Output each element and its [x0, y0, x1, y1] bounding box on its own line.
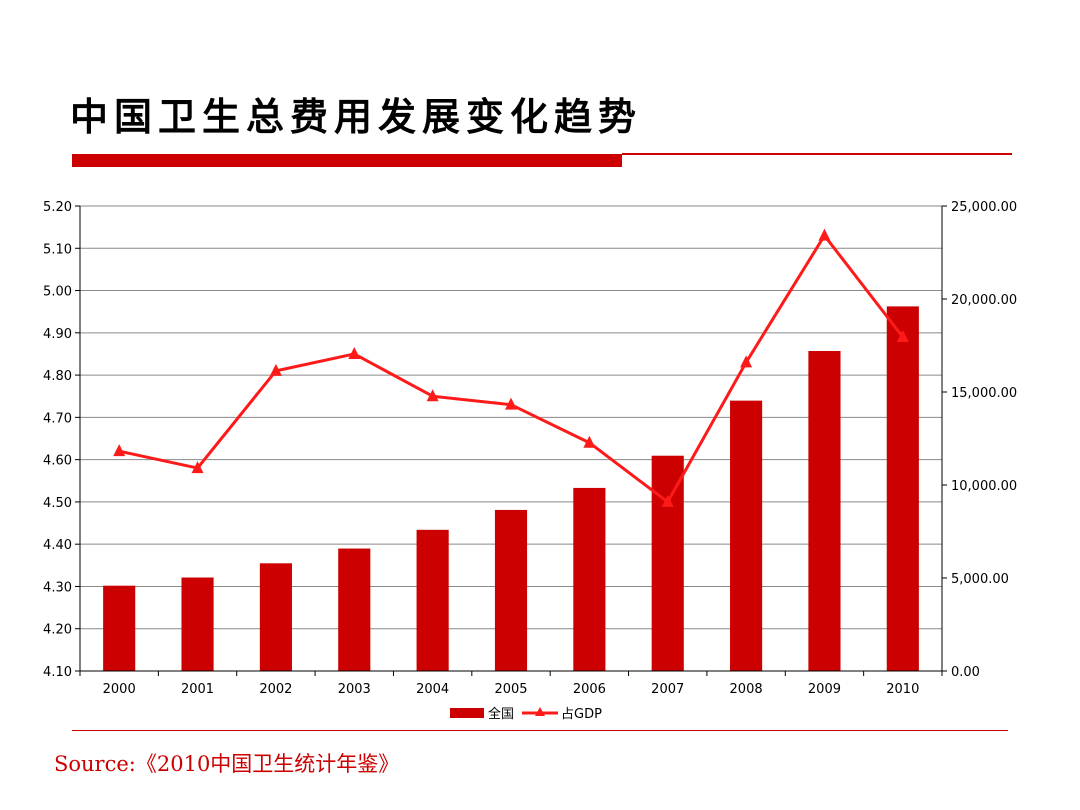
- left-tick-label: 4.60: [43, 454, 72, 469]
- right-tick-label: 0.00: [951, 665, 980, 680]
- bar: [259, 563, 292, 671]
- line-point: [583, 435, 596, 448]
- x-tick-label: 2007: [651, 682, 684, 697]
- left-tick-label: 5.10: [43, 242, 72, 257]
- left-tick-label: 4.30: [43, 580, 72, 595]
- bar: [103, 585, 136, 671]
- x-tick-label: 2010: [886, 682, 919, 697]
- line-point: [505, 397, 517, 410]
- x-tick-label: 2004: [416, 682, 449, 697]
- line-point: [661, 494, 674, 507]
- axes: [79, 206, 943, 672]
- left-axis-ticks: 5.20 5.10 5.00 4.90 4.80 4.70 4.60 4.50 4.40 4.30…: [43, 200, 80, 680]
- left-tick-label: 5.20: [43, 200, 72, 215]
- source-citation: Source:《2010中国卫生统计年鉴》: [54, 752, 400, 776]
- line-point: [348, 346, 361, 359]
- legend-bar-swatch: [450, 708, 484, 718]
- left-tick-label: 4.80: [43, 369, 72, 384]
- bar: [651, 455, 684, 671]
- left-tick-label: 4.50: [43, 496, 72, 511]
- page-title: 中国卫生总费用发展变化趋势: [70, 94, 643, 139]
- left-tick-label: 4.20: [43, 623, 72, 638]
- left-tick-label: 4.70: [43, 411, 72, 426]
- bar: [730, 400, 763, 671]
- bar: [886, 306, 919, 671]
- left-tick-label: 4.40: [43, 538, 72, 553]
- x-tick-label: 2006: [573, 682, 606, 697]
- bar: [416, 529, 449, 671]
- right-axis-ticks: 25,000.00 20,000.00 15,000.00 10,000.00 5,00…: [942, 200, 1017, 680]
- health-expenditure-chart: 5.20 5.10 5.00 4.90 4.80 4.70 4.60 4.50 4.40 4.30…: [43, 200, 1017, 722]
- right-tick-label: 25,000.00: [951, 200, 1017, 215]
- legend-triangle-icon: [535, 707, 545, 716]
- x-axis-ticks: 2000 2001 2002 2003 2004 2005 2006 2007 2008 2009…: [79, 671, 943, 697]
- x-tick-label: 2002: [259, 682, 292, 697]
- line-point: [896, 330, 909, 343]
- bar: [494, 509, 528, 671]
- x-tick-label: 2005: [494, 682, 527, 697]
- left-tick-label: 5.00: [43, 285, 72, 300]
- bar: [808, 350, 841, 671]
- bar: [573, 487, 606, 671]
- x-tick-label: 2008: [730, 682, 763, 697]
- legend-label-bar: 全国: [488, 706, 514, 722]
- x-tick-label: 2009: [808, 682, 841, 697]
- line-series: [113, 228, 909, 507]
- line-point: [269, 363, 282, 376]
- title-underline-thick: [72, 154, 622, 167]
- legend-label-line: 占GDP: [561, 707, 602, 722]
- title-underline-thin: [622, 153, 1012, 155]
- legend: 全国 占GDP: [450, 706, 602, 722]
- x-tick-label: 2001: [181, 682, 214, 697]
- left-tick-label: 4.10: [43, 665, 72, 680]
- line-point: [818, 228, 831, 241]
- line-point: [191, 461, 204, 474]
- right-tick-label: 10,000.00: [951, 479, 1017, 494]
- line-point: [113, 444, 126, 457]
- bar: [338, 548, 371, 671]
- line-point: [740, 355, 753, 368]
- source-divider: [72, 730, 1008, 731]
- bar-series: [103, 306, 919, 671]
- line-path: [118, 234, 905, 504]
- right-tick-label: 15,000.00: [951, 386, 1017, 401]
- x-tick-label: 2000: [103, 682, 136, 697]
- right-tick-label: 5,000.00: [951, 572, 1009, 587]
- right-tick-label: 20,000.00: [951, 293, 1017, 308]
- line-point: [426, 389, 439, 402]
- x-tick-label: 2003: [338, 682, 371, 697]
- bar: [181, 577, 214, 671]
- left-tick-label: 4.90: [43, 327, 72, 342]
